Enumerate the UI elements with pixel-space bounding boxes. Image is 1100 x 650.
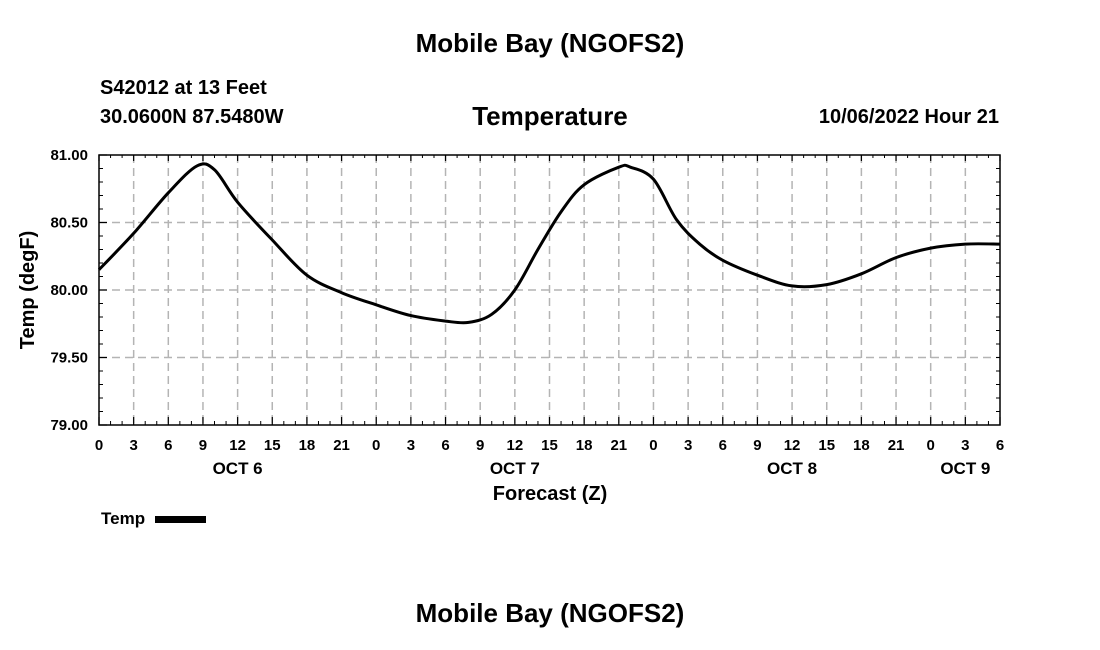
day-label: OCT 7 bbox=[490, 459, 540, 478]
y-tick-label: 80.50 bbox=[50, 215, 88, 232]
x-tick-label: 12 bbox=[507, 437, 524, 454]
x-tick-label: 21 bbox=[333, 437, 350, 454]
y-axis-label: Temp (degF) bbox=[17, 231, 39, 350]
x-tick-label: 6 bbox=[996, 437, 1004, 454]
x-tick-label: 0 bbox=[927, 437, 935, 454]
station-coordinates: 30.0600N 87.5480W bbox=[100, 106, 284, 128]
x-tick-label: 0 bbox=[649, 437, 657, 454]
y-tick-label: 79.50 bbox=[50, 350, 88, 367]
x-tick-label: 12 bbox=[784, 437, 801, 454]
x-tick-label: 9 bbox=[476, 437, 484, 454]
y-tick-label: 81.00 bbox=[50, 147, 88, 164]
x-tick-label: 21 bbox=[610, 437, 627, 454]
x-tick-label: 12 bbox=[229, 437, 246, 454]
x-tick-label: 3 bbox=[129, 437, 137, 454]
x-tick-label: 15 bbox=[264, 437, 281, 454]
day-label: OCT 6 bbox=[213, 459, 263, 478]
x-axis-label: Forecast (Z) bbox=[493, 483, 607, 505]
x-tick-label: 15 bbox=[541, 437, 558, 454]
x-tick-label: 3 bbox=[684, 437, 692, 454]
x-tick-label: 18 bbox=[299, 437, 316, 454]
forecast-timestamp: 10/06/2022 Hour 21 bbox=[818, 106, 999, 128]
x-tick-label: 6 bbox=[719, 437, 727, 454]
chart-title: Temperature bbox=[472, 101, 628, 131]
day-label: OCT 9 bbox=[940, 459, 990, 478]
x-tick-label: 3 bbox=[961, 437, 969, 454]
x-tick-label: 21 bbox=[888, 437, 905, 454]
legend-label: Temp bbox=[101, 509, 146, 528]
page-title-top: Mobile Bay (NGOFS2) bbox=[415, 28, 685, 58]
x-tick-label: 0 bbox=[372, 437, 380, 454]
x-tick-label: 15 bbox=[818, 437, 835, 454]
y-tick-label: 79.00 bbox=[50, 417, 88, 434]
temp-series-line bbox=[97, 162, 1001, 325]
x-tick-label: 6 bbox=[441, 437, 449, 454]
x-tick-label: 18 bbox=[853, 437, 870, 454]
day-label: OCT 8 bbox=[767, 459, 817, 478]
page-title-bottom: Mobile Bay (NGOFS2) bbox=[415, 598, 685, 628]
x-tick-label: 9 bbox=[753, 437, 761, 454]
legend: Temp bbox=[101, 509, 207, 529]
x-tick-label: 18 bbox=[576, 437, 593, 454]
x-tick-label: 0 bbox=[95, 437, 103, 454]
x-tick-label: 6 bbox=[164, 437, 172, 454]
station-label: S42012 at 13 Feet bbox=[100, 77, 267, 99]
legend-swatch bbox=[155, 515, 207, 523]
y-tick-label: 80.00 bbox=[50, 282, 88, 299]
x-tick-label: 9 bbox=[199, 437, 207, 454]
x-tick-label: 3 bbox=[407, 437, 415, 454]
plot-frame bbox=[98, 154, 1001, 426]
